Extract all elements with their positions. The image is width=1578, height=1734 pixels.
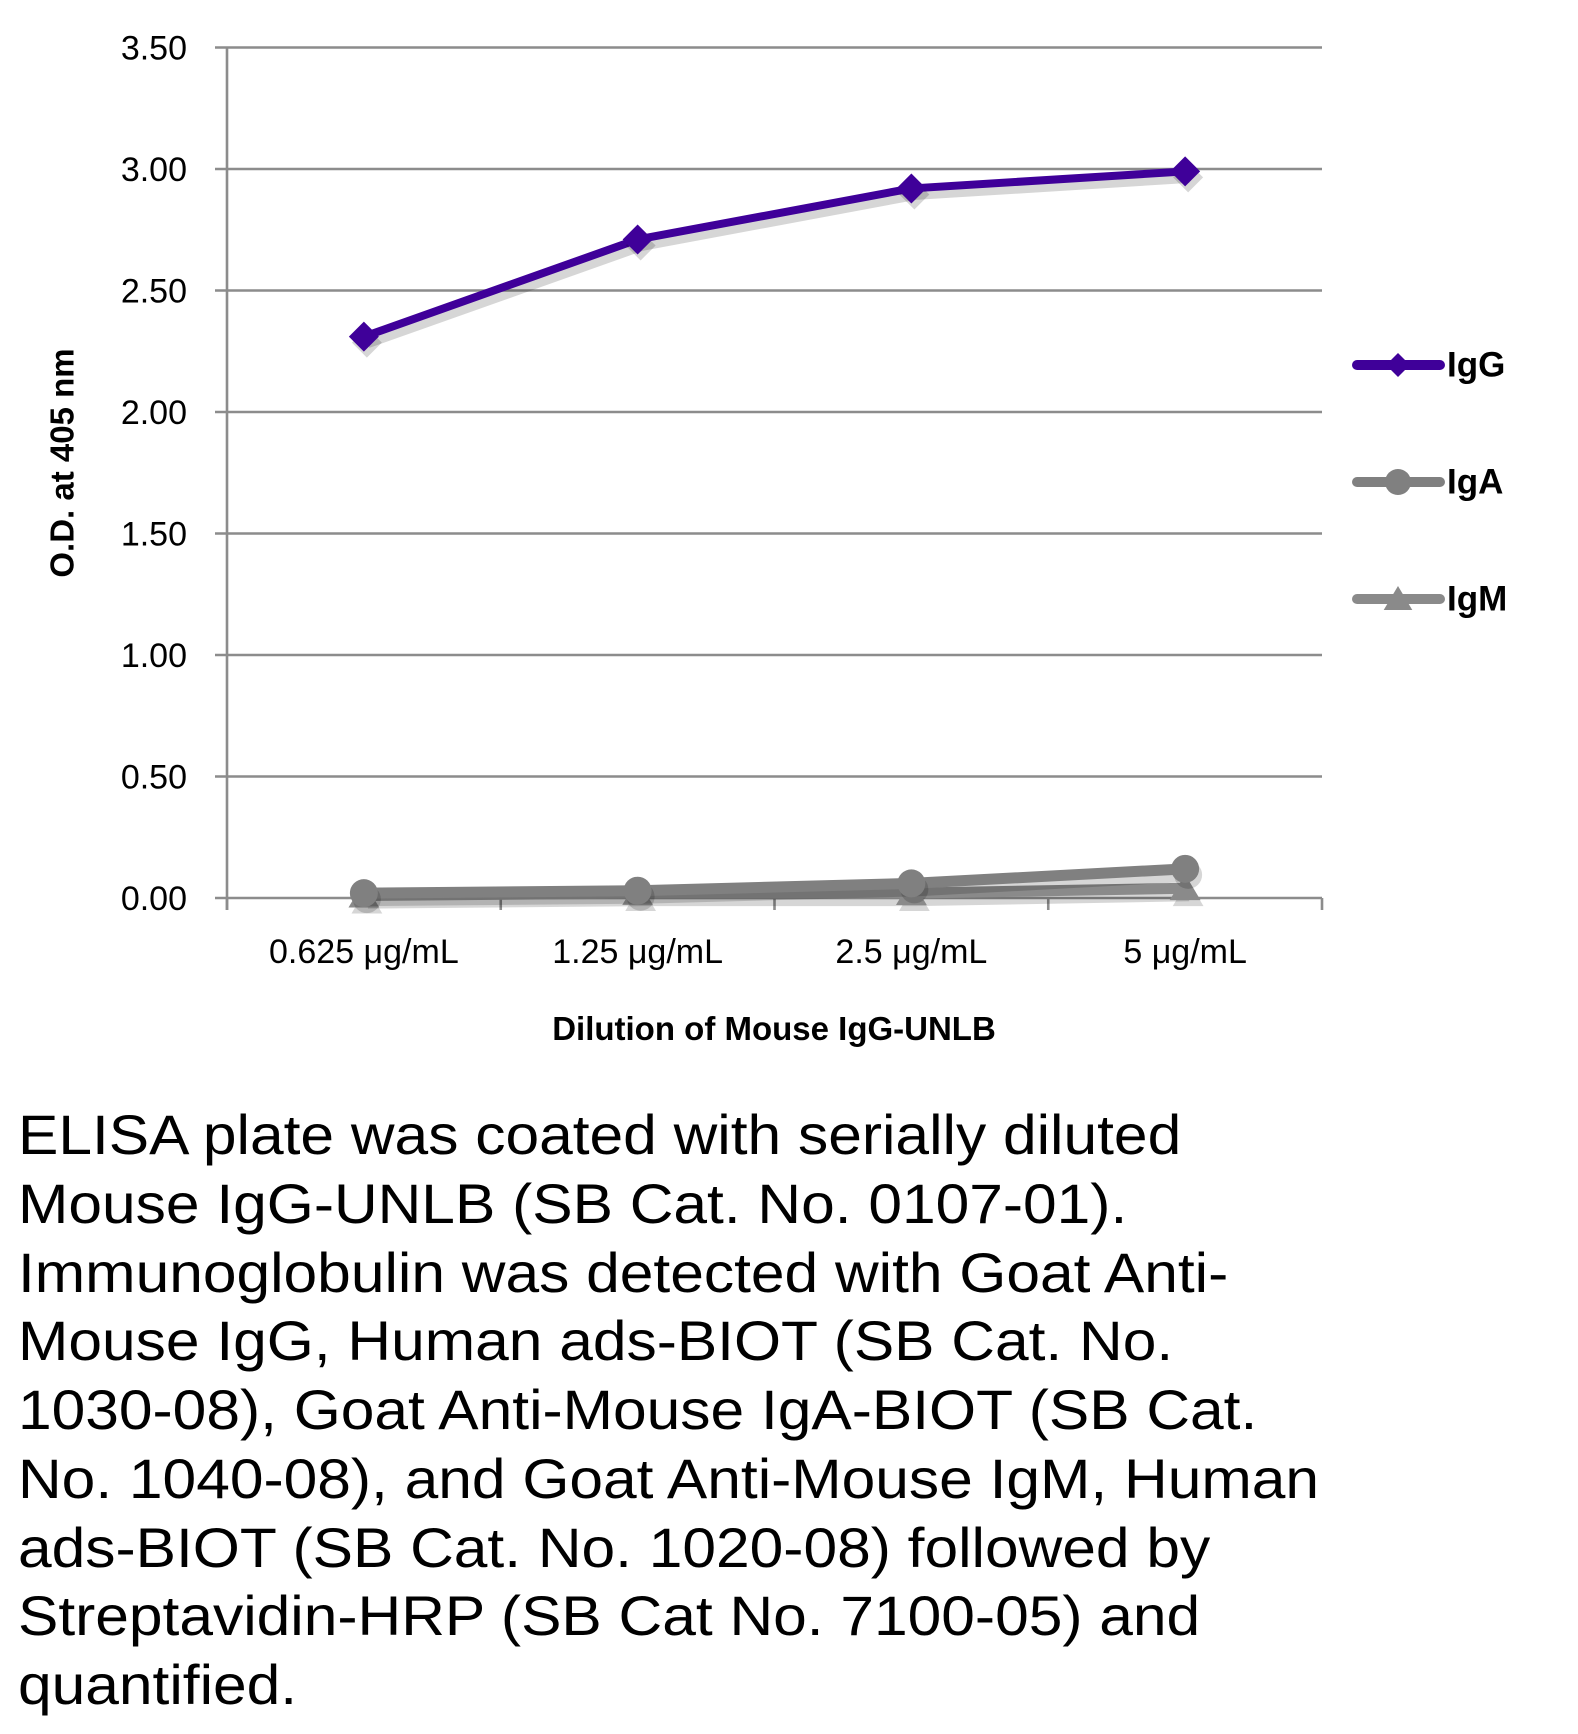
legend-label: IgG [1447,346,1505,385]
caption-line-text: Mouse IgG, Human ads-BIOT (SB Cat. No. [18,1309,1174,1373]
x-tick-label: 5 μg/mL [1123,933,1247,971]
x-tick-labels: 0.625 μg/mL 1.25 μg/mL 2.5 μg/mL 5 μg/mL [269,933,1247,971]
series-group [348,156,1204,914]
series-line [359,167,1190,341]
data-point-circle [623,876,652,905]
data-point-diamond [622,224,653,255]
x-axis-title: Dilution of Mouse IgG-UNLB [552,1010,996,1047]
x-tick-label: 1.25 μg/mL [552,933,723,971]
gridlines [215,46,1322,778]
caption-line: Streptavidin-HRP (SB Cat No. 7100-05) an… [18,1582,1558,1651]
legend-item-igm: IgM [1352,580,1507,619]
series-shadow [366,173,1190,348]
y-tick-label: 1.50 [121,516,187,554]
y-axis-title: O.D. at 405 nm [44,348,81,577]
caption-line-text: Streptavidin-HRP (SB Cat No. 7100-05) an… [18,1584,1201,1648]
y-tick-label: 0.00 [121,880,187,918]
legend-label: IgM [1447,580,1507,619]
caption-line: quantified. [18,1651,1558,1720]
data-point-circle [897,869,926,898]
y-tick-label: 0.50 [121,759,187,797]
x-tick-label: 0.625 μg/mL [269,933,459,971]
y-tick-label: 1.00 [121,637,187,675]
data-point-circle [349,879,378,908]
data-point-circle [1171,854,1200,883]
y-tick-label: 3.00 [121,151,187,189]
caption-line: 1030-08), Goat Anti-Mouse IgA-BIOT (SB C… [18,1376,1558,1445]
caption-line-text: Mouse IgG-UNLB (SB Cat. No. 0107-01). [18,1171,1128,1235]
series-shadow [367,869,1190,907]
x-tick-label: 2.5 μg/mL [835,933,987,971]
data-point-diamond [348,321,379,352]
y-tick-label: 2.50 [121,273,187,311]
series-line [358,863,1191,899]
y-tick-label: 2.00 [121,394,187,432]
caption-line: ads-BIOT (SB Cat. No. 1020-08) followed … [18,1514,1558,1583]
caption-line: Mouse IgG-UNLB (SB Cat. No. 0107-01). [18,1170,1558,1239]
caption-line-text: Immunoglobulin was detected with Goat An… [18,1240,1229,1304]
series-iga [349,854,1203,914]
legend-label: IgA [1447,463,1503,502]
caption-line: No. 1040-08), and Goat Anti-Mouse IgM, H… [18,1445,1558,1514]
line-chart: 0.00 0.50 1.00 1.50 2.00 2.50 3.00 3.50 0.625 μ… [44,30,1508,1048]
caption-line-text: quantified. [18,1653,298,1716]
legend: IgG IgA IgM [1352,346,1507,619]
y-tick-labels: 0.00 0.50 1.00 1.50 2.00 2.50 3.00 3.50 [121,30,187,919]
triangle-icon [1383,586,1413,611]
diamond-icon [1386,353,1410,377]
caption-line: Immunoglobulin was detected with Goat An… [18,1239,1558,1308]
data-point-diamond [896,173,927,204]
caption-line: ELISA plate was coated with serially dil… [18,1101,1558,1170]
caption-line-text: 1030-08), Goat Anti-Mouse IgA-BIOT (SB C… [18,1378,1258,1441]
caption-line-text: ELISA plate was coated with serially dil… [18,1103,1182,1166]
series-shadow [367,889,1190,909]
caption-line-text: ads-BIOT (SB Cat. No. 1020-08) followed … [18,1515,1211,1579]
data-point-triangle [1169,874,1201,901]
series-igg [348,156,1204,358]
circle-icon [1385,469,1411,495]
y-tick-label: 3.50 [121,30,187,68]
legend-item-iga: IgA [1352,463,1503,502]
figure-caption: ELISA plate was coated with serially dil… [18,1101,1558,1720]
caption-line-text: No. 1040-08), and Goat Anti-Mouse IgM, H… [18,1446,1320,1510]
caption-line: Mouse IgG, Human ads-BIOT (SB Cat. No. [18,1307,1558,1376]
data-point-diamond [1170,156,1201,187]
legend-item-igg: IgG [1352,346,1505,385]
